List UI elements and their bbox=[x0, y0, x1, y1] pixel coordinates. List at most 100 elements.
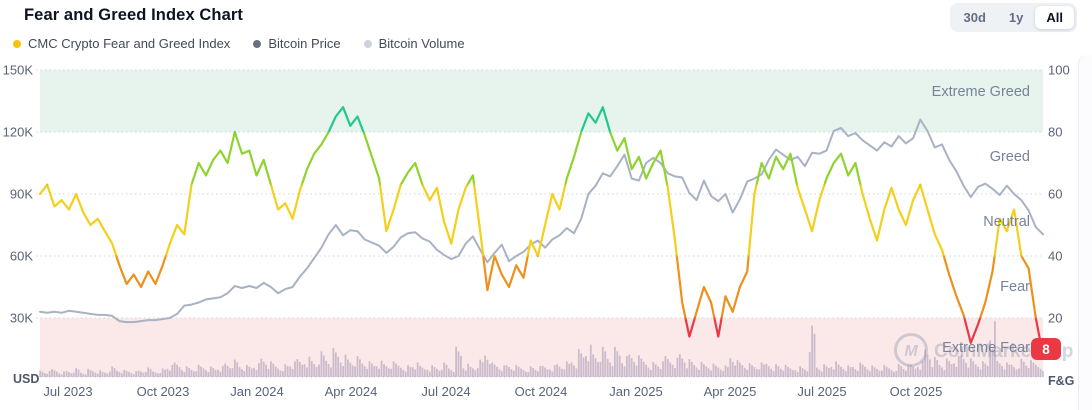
volume-bar bbox=[39, 370, 41, 377]
right-axis-tick: 20 bbox=[1048, 311, 1062, 326]
legend-item-fear-greed[interactable]: CMC Crypto Fear and Greed Index bbox=[13, 36, 230, 51]
volume-bar bbox=[176, 364, 178, 377]
volume-bar bbox=[291, 368, 294, 377]
volume-bar bbox=[974, 364, 977, 377]
volume-bar bbox=[344, 354, 347, 377]
volume-bar bbox=[258, 363, 260, 377]
x-axis-tick: Jul 2023 bbox=[43, 384, 92, 399]
volume-bar bbox=[486, 359, 489, 377]
volume-bar bbox=[493, 364, 496, 377]
volume-bar bbox=[693, 365, 696, 377]
volume-bar bbox=[484, 355, 486, 377]
volume-bar bbox=[614, 346, 616, 377]
volume-bar bbox=[893, 371, 895, 377]
volume-bar bbox=[214, 369, 217, 377]
volume-bar bbox=[491, 362, 494, 377]
volume-bar bbox=[197, 364, 200, 377]
x-axis-tick: Oct 2023 bbox=[137, 384, 190, 399]
volume-bar bbox=[339, 362, 342, 377]
volume-bar bbox=[1001, 366, 1003, 377]
volume-bar bbox=[957, 355, 960, 377]
volume-bar bbox=[553, 365, 556, 377]
volume-bar bbox=[147, 367, 150, 377]
x-axis-tick: Jul 2025 bbox=[797, 384, 846, 399]
volume-bar bbox=[123, 369, 126, 377]
volume-bar bbox=[55, 371, 58, 377]
volume-bar bbox=[767, 366, 770, 377]
volume-bar bbox=[48, 371, 51, 377]
volume-bar bbox=[902, 368, 905, 377]
volume-bar bbox=[193, 371, 195, 377]
bitcoin-price-dot-icon bbox=[253, 39, 262, 48]
volume-bar bbox=[630, 358, 633, 377]
volume-bar bbox=[130, 373, 133, 377]
volume-bar bbox=[231, 368, 234, 377]
volume-bar bbox=[488, 363, 491, 377]
volume-bar bbox=[476, 368, 479, 377]
volume-bar bbox=[804, 369, 806, 377]
range-button-1y[interactable]: 1y bbox=[998, 6, 1034, 29]
volume-bar bbox=[977, 366, 979, 377]
volume-bar bbox=[116, 370, 118, 377]
volume-bar bbox=[789, 368, 792, 377]
volume-bar bbox=[284, 364, 287, 377]
volume-bar bbox=[936, 360, 939, 377]
volume-bar bbox=[221, 365, 224, 377]
legend-item-bitcoin-volume[interactable]: Bitcoin Volume bbox=[363, 36, 465, 51]
volume-bar bbox=[683, 362, 686, 377]
volume-bar bbox=[207, 372, 210, 377]
left-axis-tick: 60K bbox=[10, 249, 33, 264]
volume-bar bbox=[322, 355, 325, 377]
volume-bar bbox=[534, 369, 537, 377]
volume-bar bbox=[775, 364, 777, 377]
volume-bar bbox=[503, 365, 506, 377]
volume-bar bbox=[671, 364, 674, 377]
volume-bar bbox=[43, 373, 46, 377]
volume-bar bbox=[375, 366, 378, 377]
volume-bar bbox=[873, 367, 876, 377]
volume-bar bbox=[250, 368, 253, 377]
legend-item-bitcoin-price[interactable]: Bitcoin Price bbox=[253, 36, 341, 51]
volume-bar bbox=[68, 372, 70, 377]
volume-bar bbox=[868, 371, 871, 377]
volume-bar bbox=[1042, 371, 1044, 377]
volume-bar bbox=[568, 363, 571, 377]
volume-bar bbox=[301, 364, 304, 377]
volume-bar bbox=[527, 372, 530, 377]
x-axis-tick: Apr 2025 bbox=[704, 384, 757, 399]
volume-bar bbox=[585, 356, 587, 377]
volume-bar bbox=[883, 364, 886, 377]
volume-bar bbox=[132, 374, 135, 377]
volume-bar bbox=[801, 368, 804, 377]
volume-bar bbox=[895, 371, 898, 377]
volume-bar bbox=[888, 368, 890, 377]
volume-bar bbox=[315, 366, 318, 377]
volume-bar bbox=[724, 365, 727, 377]
adjacent-panel-edge bbox=[1078, 55, 1092, 410]
volume-bar bbox=[582, 357, 585, 377]
volume-bar bbox=[563, 369, 566, 377]
volume-bar bbox=[837, 364, 840, 377]
volume-bar bbox=[366, 368, 368, 377]
watermark-logo-letter: M bbox=[904, 343, 918, 360]
volume-bar bbox=[765, 363, 768, 377]
volume-bar bbox=[662, 361, 664, 377]
range-button-30d[interactable]: 30d bbox=[953, 6, 997, 29]
left-axis-tick: 90K bbox=[10, 187, 33, 202]
volume-bar bbox=[996, 360, 999, 377]
x-axis-tick: Oct 2025 bbox=[890, 384, 943, 399]
gridlines bbox=[36, 69, 1043, 378]
volume-bar bbox=[166, 368, 169, 377]
volume-bar bbox=[921, 360, 924, 377]
range-button-all[interactable]: All bbox=[1035, 6, 1074, 29]
volume-bar bbox=[260, 358, 263, 378]
volume-bar bbox=[722, 371, 724, 377]
volume-bar bbox=[729, 358, 732, 377]
volume-bar bbox=[392, 361, 395, 377]
volume-bar bbox=[558, 366, 561, 377]
volume-bar bbox=[1010, 364, 1013, 377]
volume-bar bbox=[349, 362, 352, 377]
volume-bar bbox=[967, 367, 970, 377]
